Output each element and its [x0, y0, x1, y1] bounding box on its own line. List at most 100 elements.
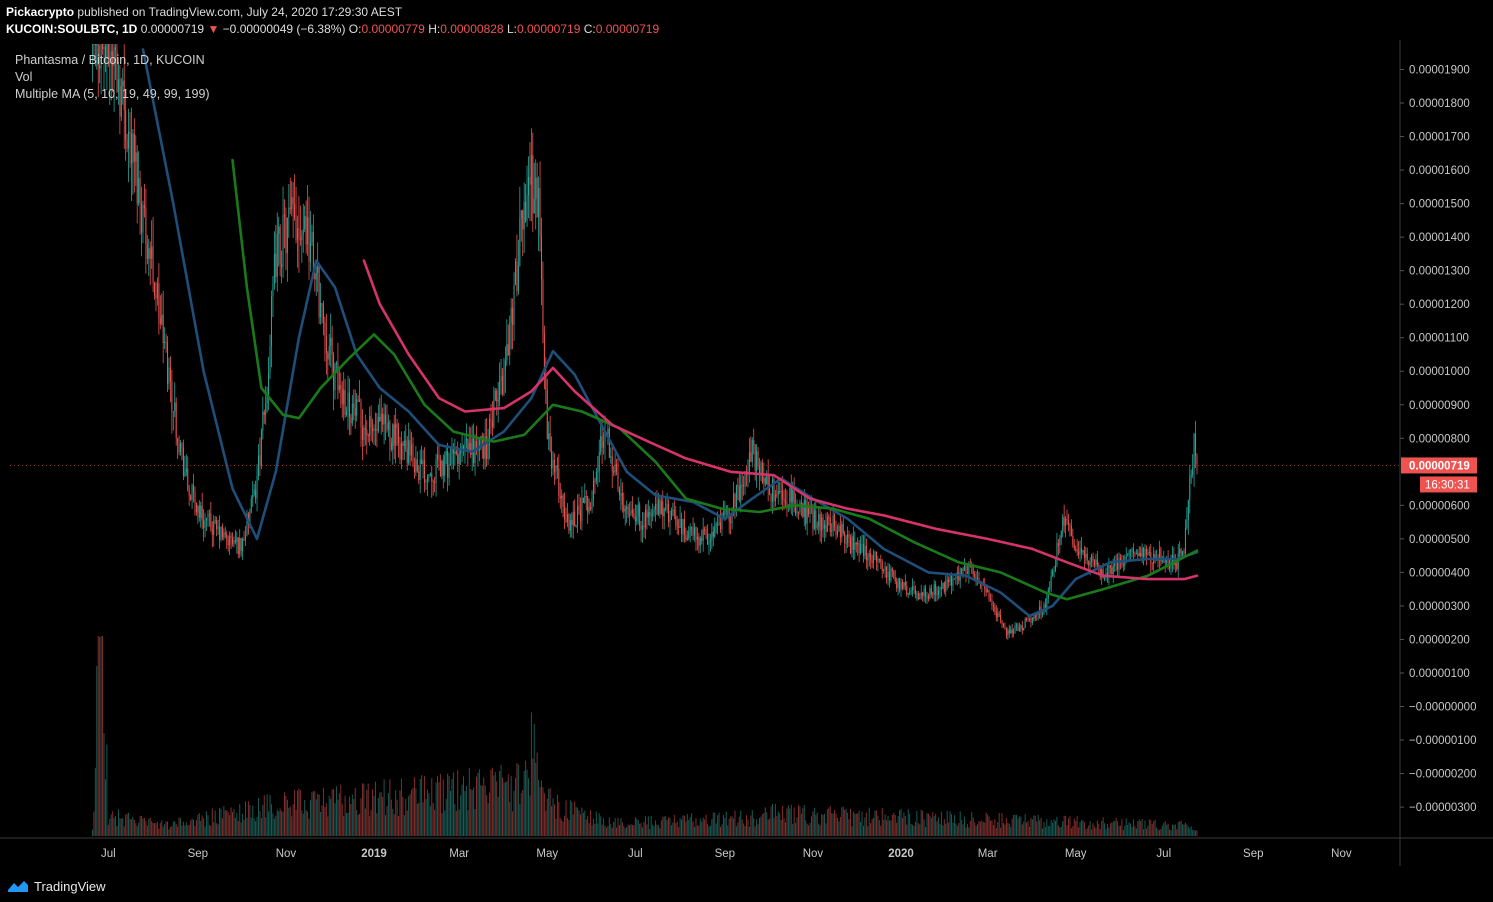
- candle-body: [240, 538, 242, 551]
- candle-body: [389, 422, 391, 443]
- volume-bar: [698, 825, 700, 836]
- candle-body: [491, 421, 493, 428]
- candle-body: [115, 47, 117, 51]
- volume-bar: [959, 811, 961, 836]
- volume-bar: [380, 792, 382, 836]
- volume-bar: [584, 810, 586, 836]
- volume-bar: [665, 816, 667, 836]
- candle-body: [795, 504, 797, 514]
- volume-bar: [125, 814, 127, 836]
- volume-bar: [1184, 822, 1186, 836]
- candle-body: [94, 44, 96, 45]
- volume-bar: [1179, 821, 1181, 836]
- candle-body: [601, 436, 603, 448]
- legend-vol[interactable]: Vol: [15, 70, 33, 84]
- candle-body: [237, 537, 239, 555]
- candle-body: [708, 542, 710, 545]
- candle-body: [161, 314, 163, 324]
- candle-body: [841, 523, 843, 538]
- candle-body: [226, 534, 228, 540]
- candle-body: [1127, 555, 1129, 557]
- footer-brand[interactable]: TradingView: [6, 878, 106, 894]
- legend-ma[interactable]: Multiple MA (5, 10, 19, 49, 99, 199): [15, 87, 210, 101]
- candle-body: [232, 538, 234, 545]
- legend-title[interactable]: Phantasma / Bitcoin, 1D, KUCOIN: [15, 53, 205, 67]
- candle-body: [766, 474, 768, 485]
- volume-bar: [220, 808, 222, 836]
- candle-body: [219, 526, 221, 540]
- volume-bar: [1060, 826, 1062, 836]
- volume-bar: [431, 778, 433, 836]
- candle-body: [398, 427, 400, 444]
- volume-bar: [519, 803, 521, 836]
- candle-body: [812, 506, 814, 529]
- candle-body: [1182, 551, 1184, 557]
- candle-body: [757, 450, 759, 467]
- low-label: L:: [506, 22, 517, 36]
- candle-body: [776, 494, 778, 496]
- volume-bar: [450, 790, 452, 836]
- y-tick-label: −0.00000300: [1409, 802, 1476, 814]
- candle-body: [460, 448, 462, 454]
- volume-bar: [1147, 825, 1149, 836]
- volume-bar: [655, 820, 657, 836]
- volume-bar: [855, 813, 857, 836]
- volume-bar: [338, 793, 340, 836]
- candle-body: [678, 526, 680, 528]
- countdown-tag-label: 16:30:31: [1425, 479, 1470, 491]
- volume-bar: [198, 813, 200, 836]
- volume-bar: [1093, 826, 1095, 836]
- candle-body: [744, 471, 746, 487]
- candle-body: [894, 577, 896, 582]
- candle-body: [233, 540, 235, 545]
- candle-body: [806, 504, 808, 524]
- candle-body: [296, 228, 298, 241]
- volume-bar: [1083, 822, 1085, 836]
- candle-body: [653, 509, 655, 513]
- candle-body: [809, 508, 811, 515]
- volume-bar: [771, 803, 773, 836]
- candle-body: [946, 579, 948, 582]
- volume-bar: [577, 807, 579, 836]
- candle-body: [829, 517, 831, 532]
- volume-bar: [369, 816, 371, 836]
- candle-body: [1062, 517, 1064, 531]
- symbol-label[interactable]: KUCOIN:SOULBTC, 1D: [6, 22, 138, 36]
- candle-body: [1170, 564, 1172, 569]
- candle-body: [743, 485, 745, 487]
- candle-body: [949, 575, 951, 583]
- candle-body: [692, 528, 694, 536]
- volume-bar: [174, 821, 176, 836]
- volume-bar: [412, 787, 414, 836]
- candle-body: [770, 494, 772, 502]
- candle-body: [380, 413, 382, 422]
- volume-bar: [1037, 814, 1039, 836]
- volume-bar: [520, 793, 522, 836]
- candle-body: [441, 460, 443, 477]
- volume-bar: [962, 824, 964, 836]
- candle-body: [533, 198, 535, 214]
- volume-bar: [282, 811, 284, 836]
- author-name[interactable]: Pickacrypto: [6, 5, 75, 19]
- volume-bar: [1122, 829, 1124, 836]
- candle-body: [158, 283, 160, 318]
- volume-bar: [663, 816, 665, 836]
- candle-body: [867, 556, 869, 561]
- candle-body: [283, 214, 285, 217]
- volume-bar: [880, 825, 882, 836]
- volume-bar: [975, 825, 977, 836]
- volume-bar: [849, 808, 851, 836]
- volume-bar: [759, 817, 761, 836]
- candle-body: [263, 411, 265, 416]
- volume-bar: [1004, 824, 1006, 836]
- volume-bar: [662, 816, 664, 836]
- volume-bar: [165, 821, 167, 836]
- candle-body: [185, 468, 187, 473]
- volume-bar: [1033, 815, 1035, 836]
- volume-bar: [832, 813, 834, 836]
- candle-body: [1029, 618, 1031, 620]
- candle-body: [621, 493, 623, 505]
- candle-body: [994, 606, 996, 612]
- candle-body: [348, 392, 350, 418]
